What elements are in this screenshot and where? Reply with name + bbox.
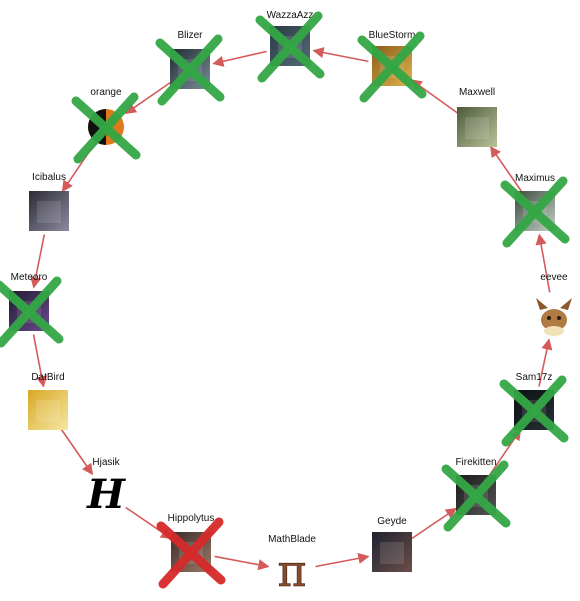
sam17z-green-x-mark [499,375,569,447]
edge-maximus-to-maxwell [489,145,523,192]
node-orange[interactable]: orange [71,87,141,164]
hippolytus-red-x-mark [156,517,226,589]
hjasik-letter-glyph: H [86,471,126,518]
geyde-label: Geyde [377,516,407,527]
maximus-label: Maximus [515,173,555,184]
maxwell-label: Maxwell [459,87,495,98]
node-wazzaazz[interactable]: WazzaAzz [255,10,325,83]
mathblade-label: MathBlade [268,534,316,545]
mathblade-avatar: π [277,546,307,598]
node-blizer[interactable]: Blizer [155,30,225,106]
firekitten-green-x-mark [441,460,511,532]
edge-icibalus-to-meteoro [30,234,46,289]
wazzaazz-label: WazzaAzz [267,10,314,21]
edge-hippolytus-to-mathblade [214,555,270,571]
edge-meteoro-to-datbird [32,334,48,388]
eevee-label: eevee [540,272,568,283]
node-icibalus[interactable]: Icibalus [29,172,69,231]
sam17z-label: Sam17z [516,372,553,383]
datbird-label: DatBird [31,372,64,383]
node-datbird[interactable]: DatBird [28,372,68,430]
edge-wazzaazz-to-blizer [212,50,267,67]
blizer-green-x-mark [155,34,225,106]
hjasik-avatar: H [86,471,126,518]
node-meteoro[interactable]: Meteoro [0,272,64,348]
node-hjasik[interactable]: H Hjasik [86,457,126,518]
meteoro-green-x-mark [0,276,64,348]
bluestorm-green-x-mark [357,31,427,103]
firekitten-label: Firekitten [455,457,496,468]
node-hippolytus[interactable]: Hippolytus [156,513,226,589]
edge-mathblade-to-geyde [315,552,370,568]
node-eevee[interactable]: eevee [536,272,572,336]
node-maxwell[interactable]: Maxwell [457,87,497,147]
node-sam17z[interactable]: Sam17z [499,372,569,447]
maxwell-avatar [457,107,497,147]
node-maximus[interactable]: Maximus [500,173,570,248]
node-geyde[interactable]: Geyde [372,516,412,572]
meteoro-label: Meteoro [11,272,48,283]
icibalus-avatar [29,191,69,231]
orange-label: orange [90,87,122,98]
mathblade-pi-glyph: π [278,546,307,597]
geyde-avatar [372,532,412,572]
hjasik-label: Hjasik [92,457,120,468]
node-firekitten[interactable]: Firekitten [441,457,511,532]
nodes-layer: WazzaAzz BlueStorm Maxwell Maximus eevee Sam1… [0,10,572,597]
node-bluestorm[interactable]: BlueStorm [357,30,427,103]
edge-bluestorm-to-wazzaazz [312,47,369,63]
datbird-avatar [28,390,68,430]
wazzaazz-green-x-mark [255,11,325,83]
edge-geyde-to-firekitten [411,507,458,540]
edge-eevee-to-maximus [535,233,551,293]
bluestorm-label: BlueStorm [369,30,416,41]
hippolytus-label: Hippolytus [168,513,215,524]
edge-datbird-to-hjasik [60,429,94,476]
maximus-green-x-mark [500,176,570,248]
edge-blizer-to-orange [124,81,171,115]
edge-sam17z-to-eevee [538,338,553,387]
blizer-label: Blizer [177,30,203,41]
eevee-avatar [536,298,572,336]
orange-green-x-mark [71,92,141,164]
icibalus-label: Icibalus [32,172,66,183]
